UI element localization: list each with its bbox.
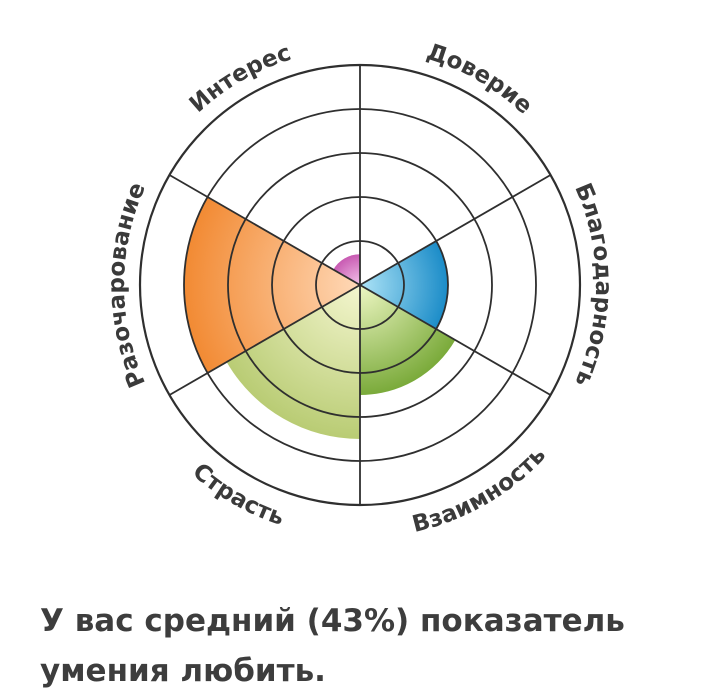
result-text: У вас средний (43%) показатель умения лю…: [40, 603, 625, 689]
grid-spoke-6: [169, 174, 361, 286]
love-wheel-chart: Доверие Благодарность Взаимность Страсть Раз…: [104, 39, 616, 538]
grid-spoke-2: [359, 174, 551, 286]
radial-chart-svg: ДовериеБлагодарностьВзаимностьСтрастьРаз…: [104, 39, 616, 538]
grid-layer: [138, 63, 582, 507]
grid-spoke-5: [169, 284, 361, 396]
segments-layer: [184, 197, 456, 439]
segment-3: [360, 285, 456, 395]
segment-label-2: Благодарность: [569, 179, 616, 390]
segment-label-5: Разочарование: [104, 179, 151, 392]
grid-spoke-3: [359, 284, 551, 396]
segment-4: [226, 285, 360, 439]
segment-label-6: Интерес: [185, 40, 294, 118]
segment-6: [333, 254, 360, 285]
segment-label-4: Страсть: [188, 458, 288, 531]
segment-label-3: Взаимность: [410, 442, 551, 538]
